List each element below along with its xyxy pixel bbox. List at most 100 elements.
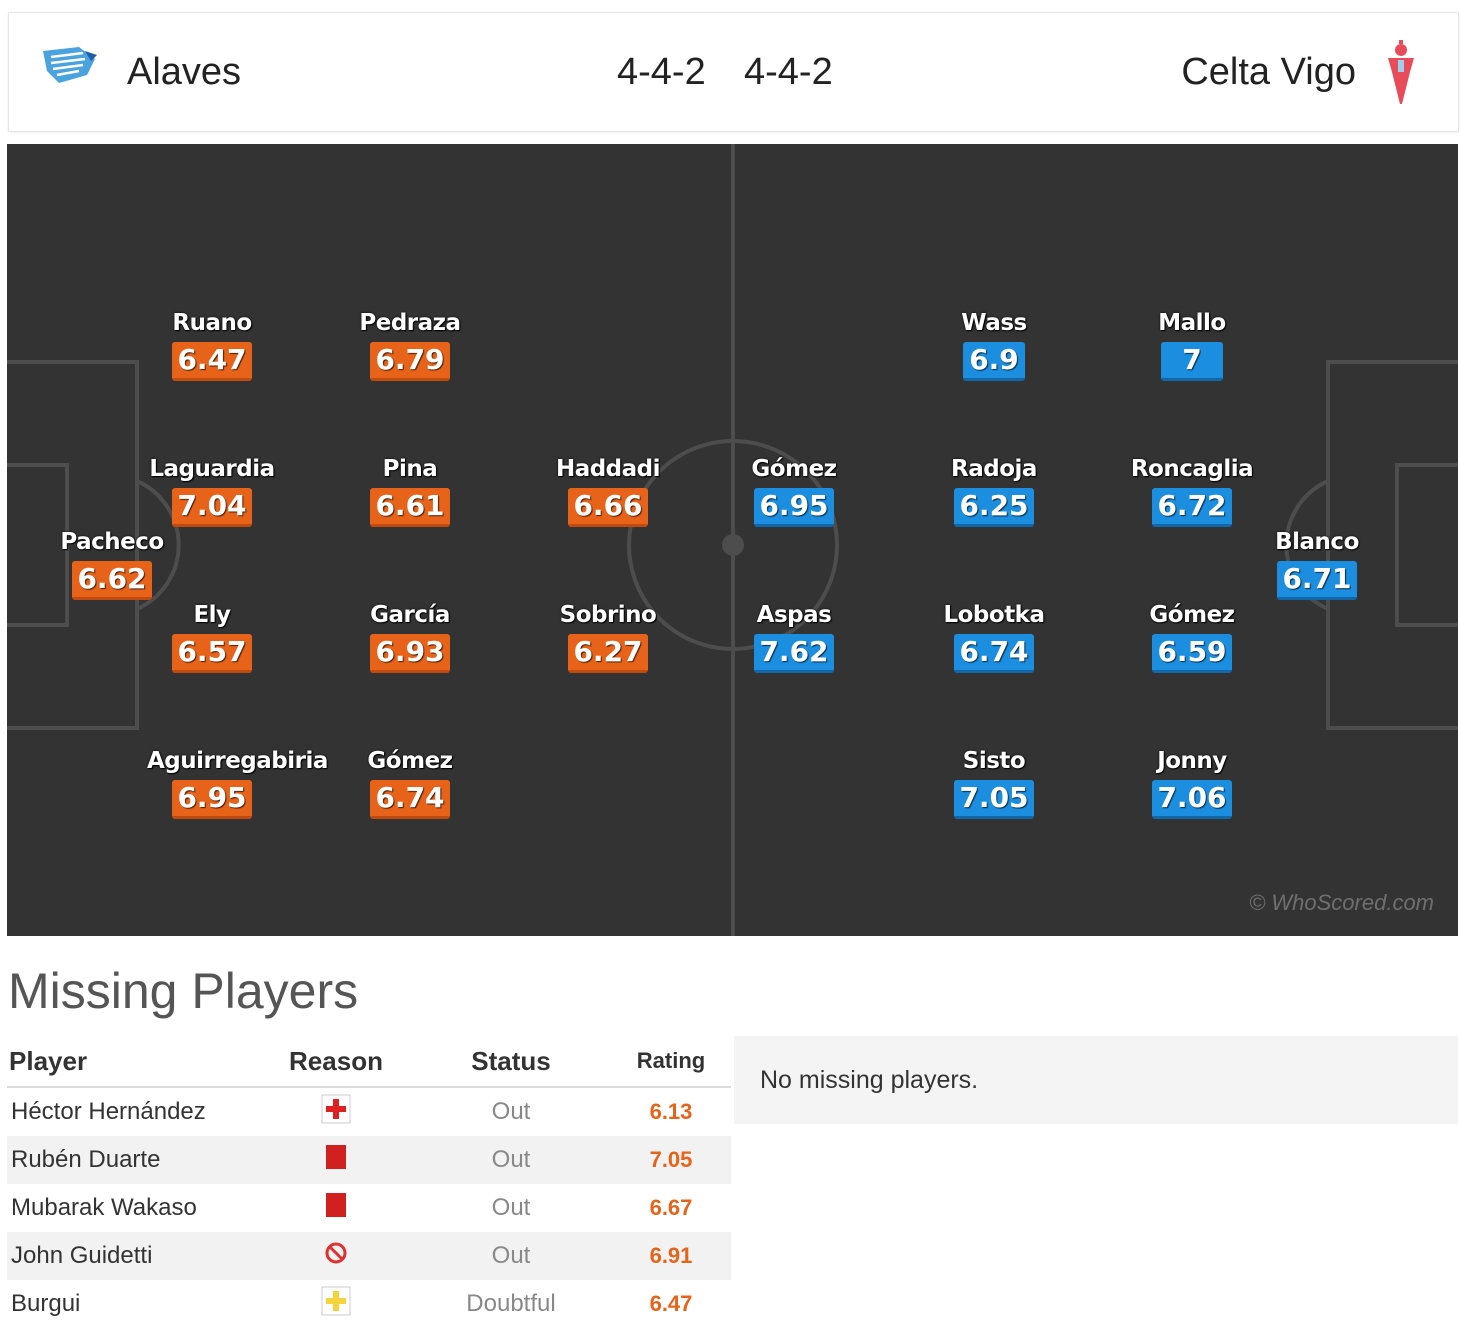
home-player-name[interactable]: Aguirregabiria xyxy=(147,748,328,774)
away-formation: 4-4-2 xyxy=(744,51,833,93)
away-player-name[interactable]: Jonny xyxy=(1157,748,1227,774)
away-team-name[interactable]: Celta Vigo xyxy=(1181,51,1356,93)
home-player-rating: 6.66 xyxy=(568,488,648,527)
home-team-name[interactable]: Alaves xyxy=(127,51,242,93)
home-player[interactable]: Sobrino 6.27 xyxy=(543,602,673,673)
missing-player-name[interactable]: Rubén Duarte xyxy=(7,1136,261,1184)
doubtful-icon xyxy=(321,1286,351,1323)
match-header: Alaves 4-4-2 4-4-2 Celta Vigo xyxy=(8,12,1459,132)
injury-icon xyxy=(321,1094,351,1131)
home-player[interactable]: Pedraza 6.79 xyxy=(345,310,475,381)
away-player-rating: 6.25 xyxy=(954,488,1034,527)
home-player-name[interactable]: Pedraza xyxy=(359,310,461,336)
pitch: Pacheco 6.62 Ruano 6.47 Laguardia 7.04 Ely 6.57… xyxy=(7,144,1458,936)
home-player[interactable]: Gómez 6.74 xyxy=(345,748,475,819)
home-player-name[interactable]: Haddadi xyxy=(555,456,661,482)
away-player[interactable]: Lobotka 6.74 xyxy=(929,602,1059,673)
home-player-name[interactable]: García xyxy=(370,602,450,628)
header-status[interactable]: Status xyxy=(411,1036,611,1088)
away-player-name[interactable]: Mallo xyxy=(1158,310,1226,336)
home-player[interactable]: Haddadi 6.66 xyxy=(543,456,673,527)
rating-cell: 6.47 xyxy=(649,1291,693,1316)
away-player-name[interactable]: Sisto xyxy=(962,748,1026,774)
red-card-icon xyxy=(325,1192,347,1225)
missing-player-name[interactable]: John Guidetti xyxy=(7,1232,261,1280)
celta-vigo-crest-icon xyxy=(1388,40,1414,104)
table-row: Burgui Doubtful 6.47 xyxy=(7,1280,731,1328)
away-player[interactable]: Gómez 6.95 xyxy=(729,456,859,527)
table-row: Mubarak Wakaso Out 6.67 xyxy=(7,1184,731,1232)
home-player-rating: 6.27 xyxy=(568,634,648,673)
away-player[interactable]: Blanco 6.71 xyxy=(1252,529,1382,600)
home-player-rating: 6.74 xyxy=(370,780,450,819)
away-player-rating: 6.95 xyxy=(754,488,834,527)
header-rating[interactable]: Rating xyxy=(611,1036,731,1088)
suspended-icon xyxy=(323,1240,349,1273)
alaves-crest-icon xyxy=(43,47,97,83)
missing-player-name[interactable]: Héctor Hernández xyxy=(11,1098,206,1125)
reason-cell xyxy=(261,1184,411,1232)
status-cell: Out xyxy=(491,1194,531,1221)
status-cell: Out xyxy=(411,1232,611,1280)
away-player[interactable]: Gómez 6.59 xyxy=(1127,602,1257,673)
away-player[interactable]: Jonny 7.06 xyxy=(1127,748,1257,819)
home-player-name[interactable]: Pina xyxy=(382,456,438,482)
away-player-name[interactable]: Aspas xyxy=(756,602,832,628)
home-formation: 4-4-2 xyxy=(617,51,706,93)
away-player[interactable]: Aspas 7.62 xyxy=(729,602,859,673)
status-cell: Out xyxy=(411,1136,611,1184)
home-player[interactable]: Pina 6.61 xyxy=(345,456,475,527)
home-player-name[interactable]: Ruano xyxy=(172,310,252,336)
home-player[interactable]: Ruano 6.47 xyxy=(147,310,277,381)
rating-cell: 6.67 xyxy=(649,1195,693,1220)
home-player-name[interactable]: Ely xyxy=(193,602,231,628)
home-player[interactable]: Laguardia 7.04 xyxy=(147,456,277,527)
away-player[interactable]: Radoja 6.25 xyxy=(929,456,1059,527)
header-player[interactable]: Player xyxy=(7,1036,261,1088)
rating-cell: 7.05 xyxy=(611,1136,731,1184)
away-player[interactable]: Sisto 7.05 xyxy=(929,748,1059,819)
status-cell: Doubtful xyxy=(466,1290,556,1317)
away-player-name[interactable]: Wass xyxy=(961,310,1027,336)
away-player-name[interactable]: Gómez xyxy=(1149,602,1235,628)
missing-player-name[interactable]: Burgui xyxy=(11,1290,81,1317)
away-player-name[interactable]: Roncaglia xyxy=(1130,456,1254,482)
away-player-rating: 6.9 xyxy=(963,342,1025,381)
home-player-rating: 6.79 xyxy=(370,342,450,381)
away-player[interactable]: Mallo 7 xyxy=(1127,310,1257,381)
home-player-name[interactable]: Gómez xyxy=(367,748,453,774)
reason-cell xyxy=(261,1136,411,1184)
home-player[interactable]: García 6.93 xyxy=(345,602,475,673)
away-player-name[interactable]: Lobotka xyxy=(943,602,1045,628)
header-reason[interactable]: Reason xyxy=(261,1036,411,1088)
away-player-name[interactable]: Gómez xyxy=(751,456,837,482)
table-row: Rubén Duarte Out 7.05 xyxy=(7,1136,731,1184)
status-cell: Out xyxy=(491,1098,531,1125)
home-player[interactable]: Pacheco 6.62 xyxy=(47,529,177,600)
home-player-name[interactable]: Laguardia xyxy=(149,456,275,482)
away-player[interactable]: Wass 6.9 xyxy=(929,310,1059,381)
away-player-rating: 7.62 xyxy=(754,634,834,673)
home-player-name[interactable]: Pacheco xyxy=(60,529,164,555)
away-player-rating: 7 xyxy=(1161,342,1223,381)
away-player-rating: 6.72 xyxy=(1152,488,1232,527)
home-player-rating: 6.62 xyxy=(72,561,152,600)
missing-players-table: Player Reason Status Rating Héctor Herná… xyxy=(7,1036,731,1328)
home-player-rating: 6.47 xyxy=(172,342,252,381)
table-row: Héctor Hernández Out 6.13 xyxy=(7,1087,731,1136)
away-player[interactable]: Roncaglia 6.72 xyxy=(1127,456,1257,527)
reason-cell xyxy=(261,1087,411,1136)
pitch-lines xyxy=(7,144,1458,936)
away-player-rating: 7.05 xyxy=(954,780,1034,819)
missing-player-name[interactable]: Mubarak Wakaso xyxy=(11,1194,197,1221)
home-player[interactable]: Ely 6.57 xyxy=(147,602,277,673)
red-card-icon xyxy=(325,1144,347,1177)
away-player-name[interactable]: Radoja xyxy=(951,456,1037,482)
home-player-name[interactable]: Sobrino xyxy=(559,602,657,628)
no-missing-players-text: No missing players. xyxy=(760,1066,979,1094)
home-player[interactable]: Aguirregabiria 6.95 xyxy=(147,748,328,819)
rating-cell: 6.13 xyxy=(649,1099,693,1124)
away-player-name[interactable]: Blanco xyxy=(1275,529,1359,555)
rating-cell: 6.91 xyxy=(611,1232,731,1280)
home-player-rating: 6.61 xyxy=(370,488,450,527)
